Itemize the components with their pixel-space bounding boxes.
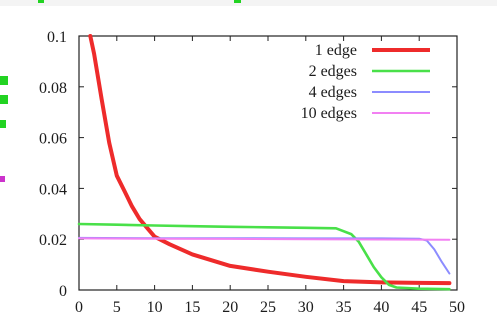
y-tick-label: 0.1 (47, 29, 67, 46)
y-tick-label: 0.02 (39, 232, 67, 249)
y-tick-label: 0.08 (39, 80, 67, 97)
legend-label-1: 1 edge (315, 42, 357, 59)
series-line-3 (78, 236, 451, 275)
x-tick-label: 15 (184, 299, 200, 316)
plot-frame (78, 35, 458, 291)
cropped-edge-fragments (0, 0, 497, 182)
top-edge-strip (0, 0, 497, 6)
legend-label-2: 2 edges (309, 63, 357, 80)
series-lines (77, 34, 452, 291)
x-tick-label: 10 (147, 299, 163, 316)
legend-label-4: 10 edges (301, 105, 357, 122)
series-line-4 (78, 237, 451, 241)
x-tick-label: 20 (222, 299, 238, 316)
x-axis: 0 5 10 15 20 25 30 35 40 45 50 (75, 36, 465, 316)
x-tick-label: 50 (449, 299, 465, 316)
top-green-fragment-2 (234, 0, 241, 3)
y-axis: 0 0.02 0.04 0.06 0.08 0.1 (39, 29, 457, 300)
x-tick-label: 30 (298, 299, 314, 316)
legend: 1 edge 2 edges 4 edges 10 edges (301, 42, 430, 122)
y-tick-label: 0.04 (39, 181, 67, 198)
x-tick-label: 25 (260, 299, 276, 316)
x-tick-label: 5 (113, 299, 121, 316)
y-tick-label: 0.06 (39, 131, 67, 148)
left-green-fragment-3 (0, 120, 6, 128)
legend-label-3: 4 edges (309, 84, 357, 101)
left-green-fragment (0, 76, 8, 85)
series-line-1 (88, 34, 452, 286)
left-green-fragment-2 (0, 95, 8, 104)
x-tick-label: 0 (75, 299, 83, 316)
x-tick-label: 35 (336, 299, 352, 316)
left-magenta-fragment (0, 176, 5, 182)
x-tick-label: 40 (373, 299, 389, 316)
x-tick-label: 45 (411, 299, 427, 316)
series-line-2 (77, 222, 451, 291)
top-green-fragment (38, 0, 44, 3)
y-tick-label: 0 (59, 283, 67, 300)
